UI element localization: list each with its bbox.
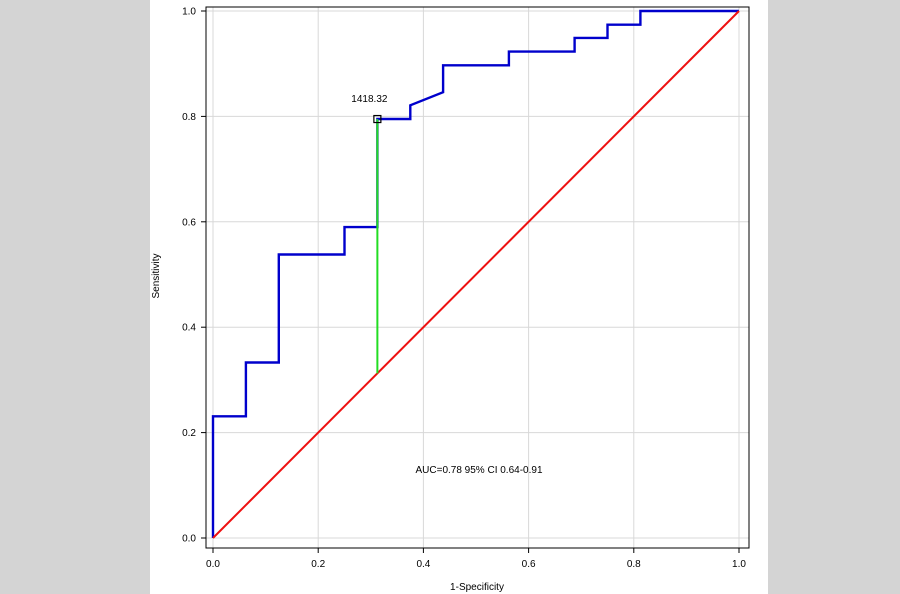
y-axis-title: Sensitivity [151,253,162,298]
auc-annotation: AUC=0.78 95% CI 0.64-0.91 [415,465,542,476]
y-tick-label: 0.6 [182,217,196,228]
reference-diagonal-line [212,10,740,539]
y-tick-label: 0.4 [182,323,196,334]
x-tick-label: 0.4 [416,559,430,570]
x-tick-label: 1.0 [732,559,746,570]
cutoff-marker [373,114,382,124]
y-tick-label: 0.2 [182,428,196,439]
x-tick-label: 0.2 [311,559,325,570]
x-tick-label: 0.8 [627,559,641,570]
y-tick-label: 0.8 [182,112,196,123]
x-axis-title: 1-Specificity [450,582,504,593]
x-tick-label: 0.6 [522,559,536,570]
y-tick-label: 0.0 [182,534,196,545]
x-axis-ticks: 0.0 0.2 0.4 0.6 0.8 1.0 [206,548,746,570]
plot-frame [205,6,750,549]
roc-curve-line [211,9,739,538]
cutoff-group: 1418.32 [351,94,388,374]
x-tick-label: 0.0 [206,559,220,570]
y-tick-label: 1.0 [182,7,196,18]
grid [206,7,749,548]
roc-chart: 0.0 0.2 0.4 0.6 0.8 1.0 0.0 0.2 0.4 0.6 0.8 1.0 14… [151,6,750,593]
cutoff-label: 1418.32 [351,94,388,105]
y-axis-ticks: 0.0 0.2 0.4 0.6 0.8 1.0 [182,7,206,545]
chart-panel: 0.0 0.2 0.4 0.6 0.8 1.0 0.0 0.2 0.4 0.6 0.8 1.0 14… [150,0,768,594]
series-group [211,9,740,539]
